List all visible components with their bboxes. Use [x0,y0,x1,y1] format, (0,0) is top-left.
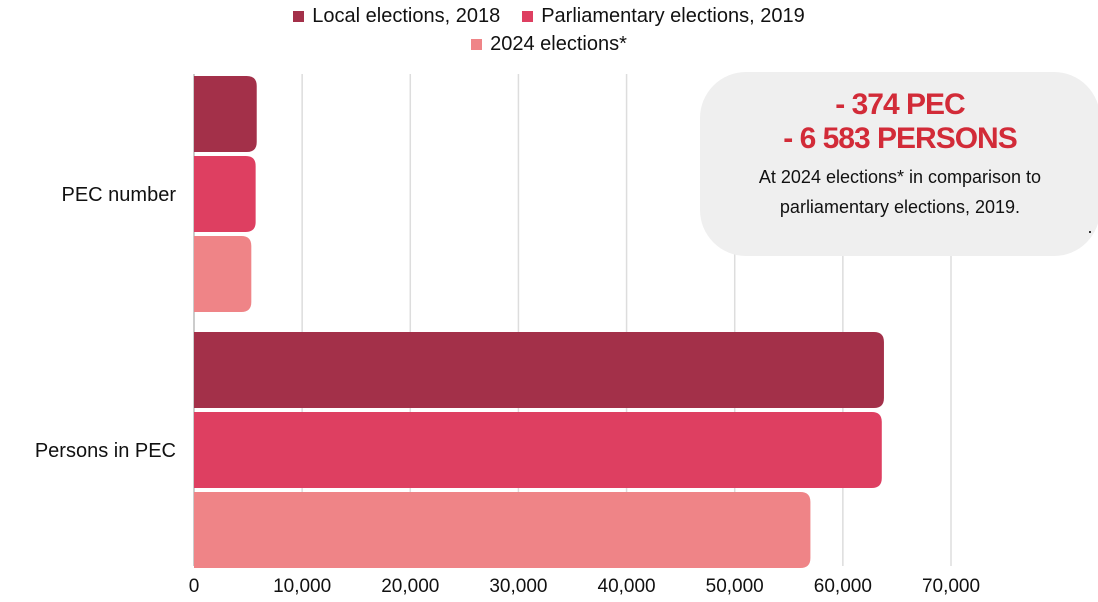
bar-pec-number-series-2 [194,236,252,312]
legend-label-2024: 2024 elections* [490,33,627,55]
callout-pec-change: - 374 PEC [835,88,965,121]
legend-item-2024: 2024 elections* [471,30,627,58]
bar-pec-number-series-0 [194,76,257,152]
x-tick-label: 20,000 [381,576,439,597]
bar-pec-number-series-1 [194,156,256,232]
bar-persons-in-pec-series-2 [194,492,811,568]
legend-swatch-2024 [471,38,483,50]
x-tick-label: 50,000 [706,576,764,597]
legend: Local elections, 2018 Parliamentary elec… [0,2,1098,58]
x-tick-label: 60,000 [814,576,872,597]
callout-dot: . [1087,217,1093,237]
callout-box: - 374 PEC - 6 583 PERSONS At 2024 electi… [700,72,1098,256]
legend-swatch-local-2018 [293,10,305,22]
bar-persons-in-pec-series-0 [194,332,884,408]
x-tick-label: 30,000 [489,576,547,597]
callout-persons-change: - 6 583 PERSONS [783,122,1017,155]
x-tick-label: 0 [189,576,200,597]
callout-text-line2: parliamentary elections, 2019. [779,197,1021,217]
legend-label-parliamentary-2019: Parliamentary elections, 2019 [541,5,805,27]
legend-item-local-2018: Local elections, 2018 [293,2,500,30]
category-label: PEC number [62,184,177,206]
legend-label-local-2018: Local elections, 2018 [312,5,501,27]
category-label: Persons in PEC [35,440,176,462]
legend-item-parliamentary-2019: Parliamentary elections, 2019 [522,2,805,30]
callout-text-line1: At 2024 elections* in comparison to [758,167,1042,187]
x-tick-label: 70,000 [922,576,980,597]
legend-swatch-parliamentary-2019 [522,10,534,22]
bar-persons-in-pec-series-1 [194,412,882,488]
x-tick-label: 40,000 [598,576,656,597]
x-tick-label: 10,000 [273,576,331,597]
